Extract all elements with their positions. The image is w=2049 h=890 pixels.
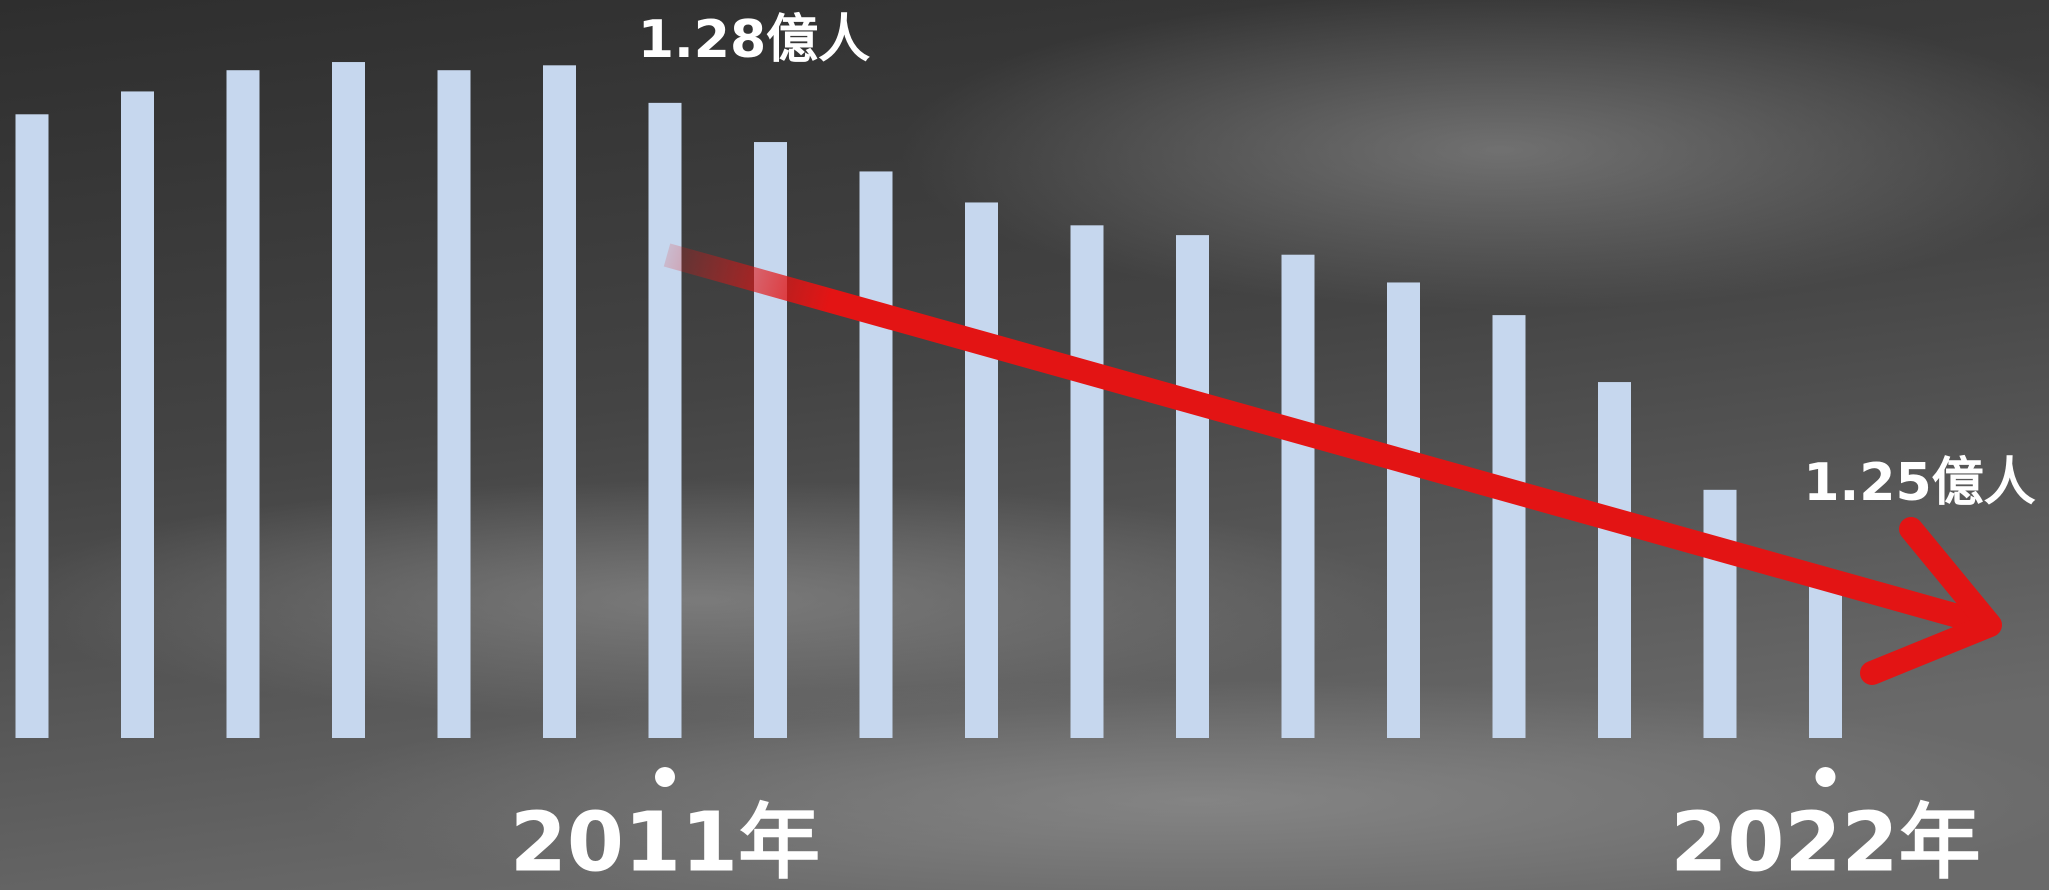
bar (1176, 235, 1209, 738)
bars (15, 62, 1842, 739)
bar (121, 91, 154, 738)
bar (226, 70, 260, 739)
bar (1598, 382, 1631, 738)
bar (15, 114, 49, 738)
bar (1809, 573, 1842, 738)
x-tick-label: 2022年 (1670, 795, 1980, 890)
arrow-shaft (663, 243, 1994, 637)
bar (1070, 225, 1104, 738)
cloud (900, 0, 2049, 310)
bar (1281, 254, 1315, 739)
arrow-head (1860, 517, 2002, 685)
bar (1492, 315, 1526, 738)
bar (965, 202, 998, 738)
value-label: 1.28億人 (638, 10, 870, 70)
bar (437, 70, 471, 739)
bar (859, 171, 893, 738)
bar (332, 62, 365, 738)
tick-dot (655, 767, 675, 787)
bar (648, 102, 682, 738)
bar (543, 65, 576, 738)
x-tick-label: 2011年 (510, 795, 820, 890)
bar (1703, 489, 1737, 738)
tick-dot (1815, 767, 1836, 787)
value-label: 1.25億人 (1803, 453, 2035, 513)
labels: 2011年 1.28億人 2022年 1.25億人 (510, 10, 2036, 890)
bar (1387, 282, 1420, 738)
trend-arrow (663, 243, 2002, 685)
bar (754, 142, 787, 738)
